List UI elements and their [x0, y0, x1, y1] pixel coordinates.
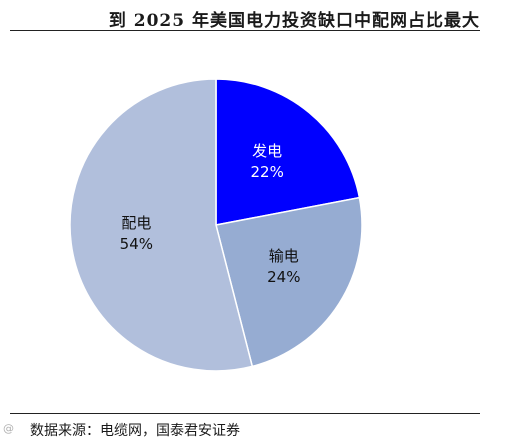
source-note: 数据来源：电缆网，国泰君安证券: [30, 423, 240, 439]
chart-title: 到 2025 年美国电力投资缺口中配网占比最大: [108, 11, 480, 31]
watermark-mark: @: [3, 422, 14, 435]
slice-value-label: 22%: [251, 163, 284, 181]
slice-name-label: 发电: [252, 142, 282, 160]
slice-name-label: 配电: [121, 214, 151, 232]
pie-slice-1: [215, 196, 363, 368]
slice-value-label: 24%: [267, 268, 300, 286]
footer-rule: [10, 413, 480, 414]
pie-chart: 发电 22% 输电 24% 配电 54%: [69, 78, 363, 372]
slice-value-label: 54%: [120, 235, 153, 253]
title-rule: [10, 30, 480, 31]
pie-slice-2: [69, 78, 254, 372]
pie-slice-0: [215, 78, 361, 226]
slice-name-label: 输电: [269, 247, 299, 265]
